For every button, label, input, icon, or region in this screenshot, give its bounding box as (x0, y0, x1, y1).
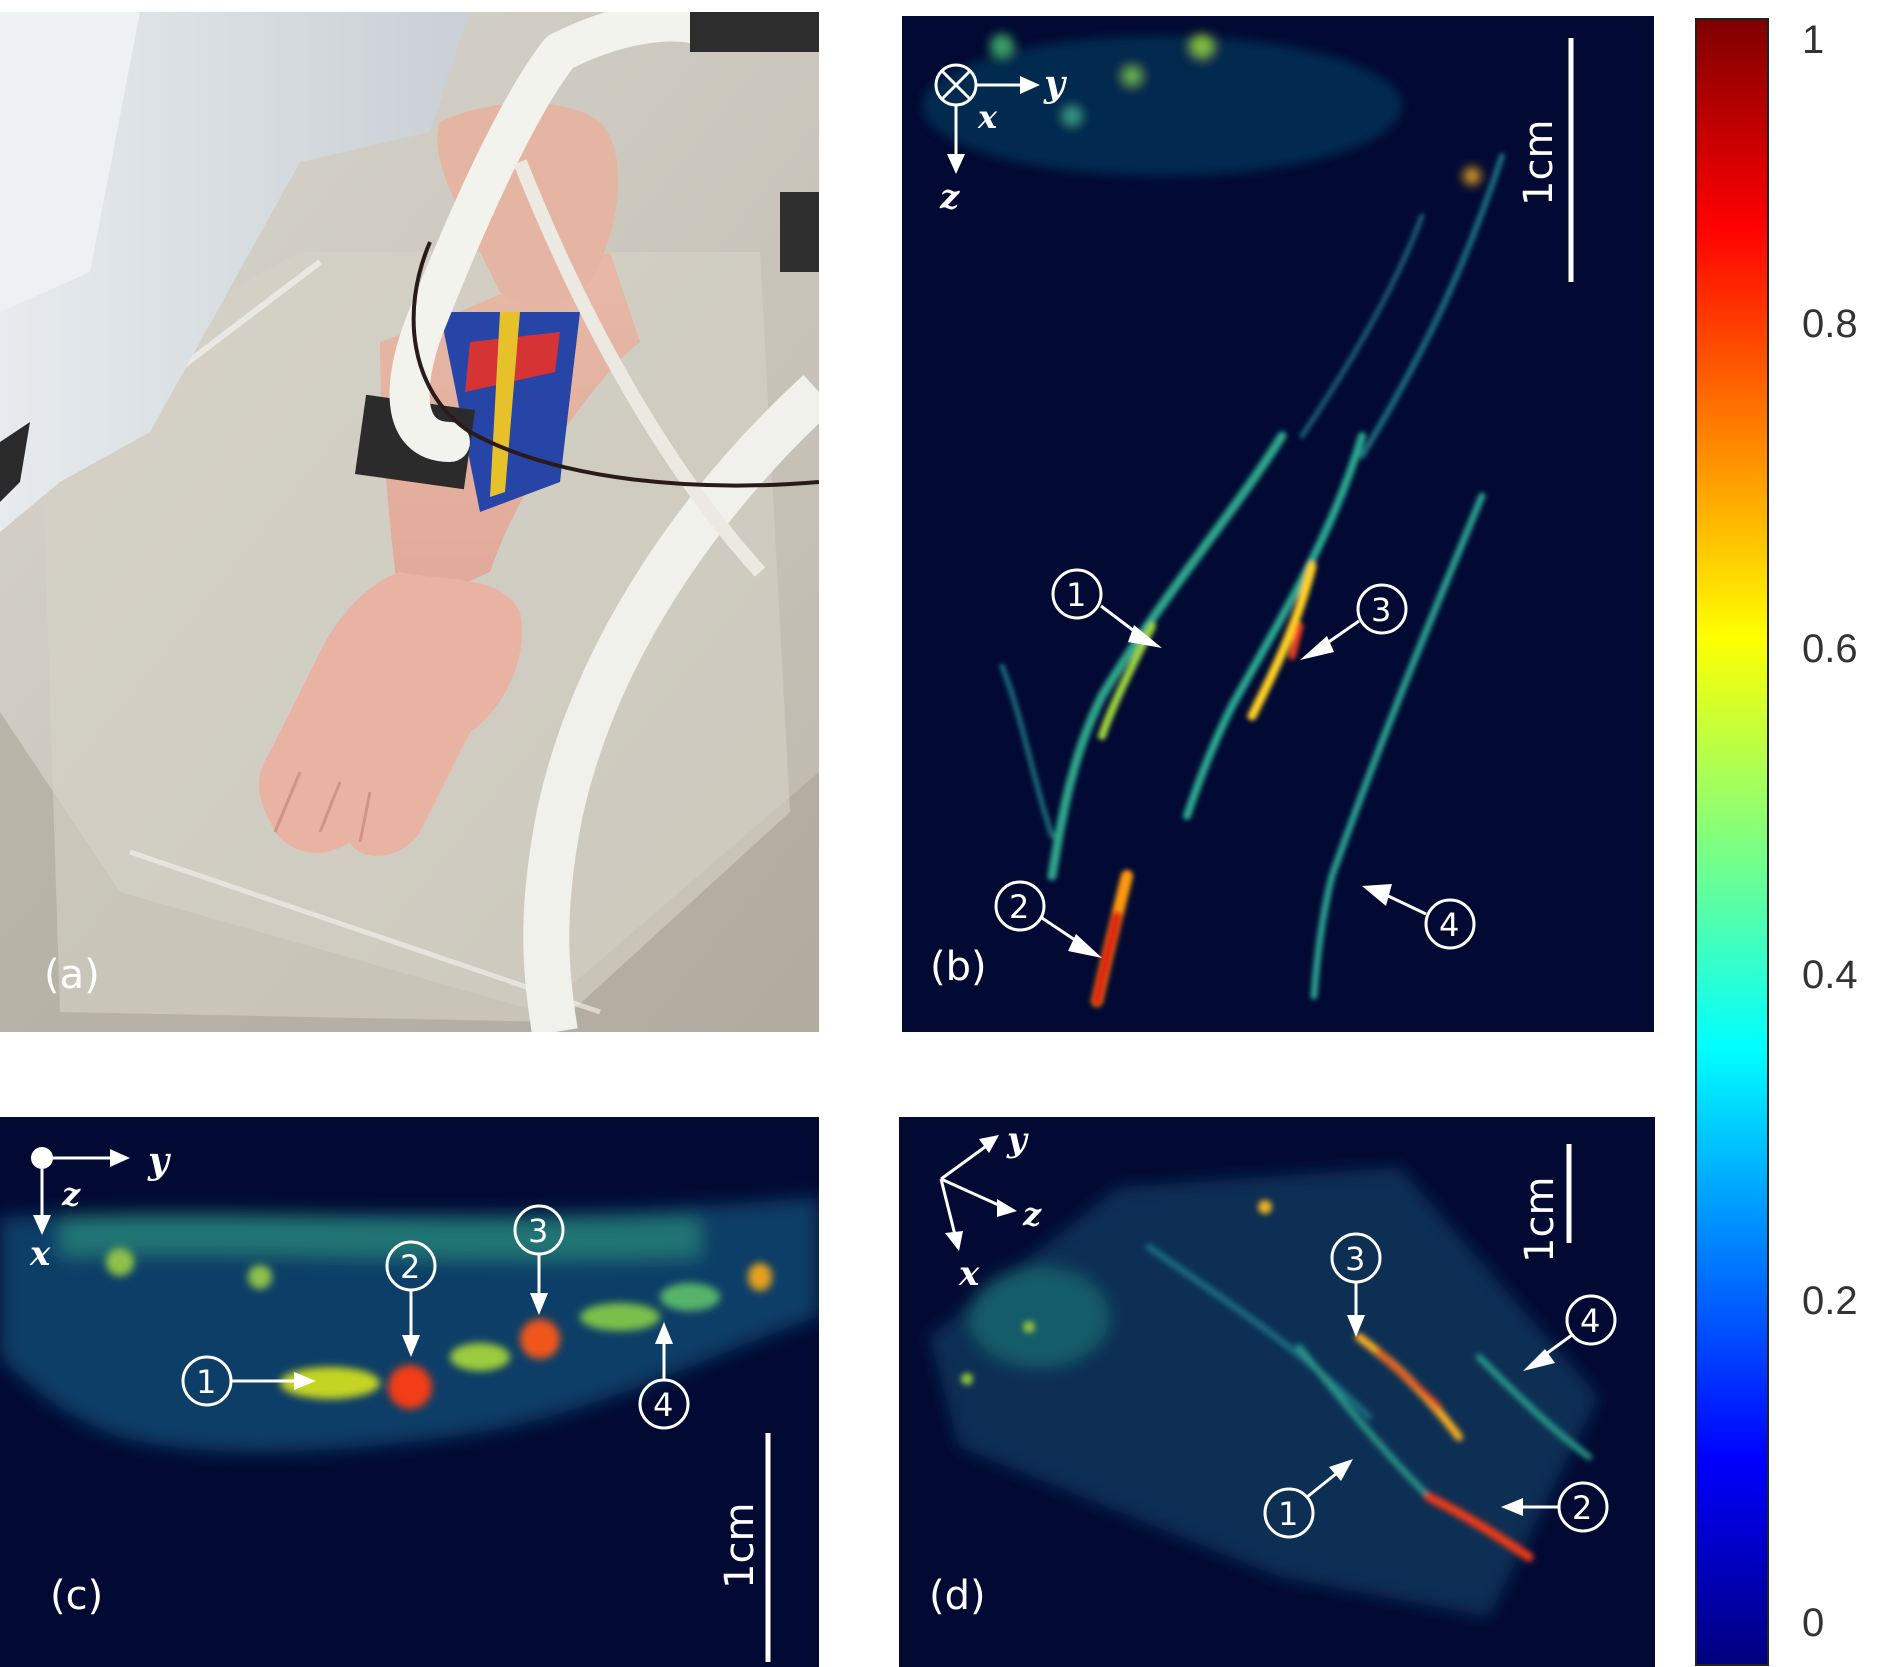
image-panel-b: y x z 1cm 1 3 2 4 (902, 16, 1654, 1032)
axis-y-label: y (1006, 1120, 1029, 1160)
panel-b-label: (b) (930, 944, 987, 990)
colorbar-tick-0.4: 0.4 (1802, 953, 1858, 997)
svg-text:3: 3 (528, 1212, 548, 1250)
image-panel-c: y z x 1cm 1 2 3 4 (0, 1117, 819, 1667)
panel-d-label: (d) (929, 1573, 986, 1619)
panel-c-label: (c) (50, 1573, 104, 1619)
scale-bar-label: 1cm (717, 1503, 763, 1589)
colorbar (1695, 18, 1769, 1666)
axis-x-label: x (958, 1254, 980, 1294)
axis-x-label: x (29, 1234, 51, 1274)
svg-text:4: 4 (1580, 1302, 1600, 1340)
marker-1: 1 (181, 1355, 316, 1407)
panel-a-label: (a) (44, 952, 100, 998)
scale-bar-c: 1cm (717, 1433, 771, 1662)
vessel-image-d: y z x 1cm 3 4 1 2 (899, 1117, 1655, 1667)
svg-text:1: 1 (1066, 576, 1086, 614)
axis-y-label: y (147, 1140, 171, 1182)
scale-bar-label: 1cm (1517, 1177, 1563, 1263)
colorbar-tick-0.6: 0.6 (1802, 627, 1858, 671)
marker-2: 2 (1501, 1481, 1609, 1533)
axis-z-label: z (61, 1175, 81, 1213)
colorbar-tick-0.2: 0.2 (1802, 1279, 1858, 1323)
colorbar-tick-1: 1 (1802, 18, 1825, 62)
axis-indicator-b: y x z (934, 63, 1067, 217)
axis-indicator-d: y z x (939, 1120, 1042, 1294)
svg-text:3: 3 (1345, 1240, 1365, 1278)
axis-y-label: y (1043, 63, 1067, 105)
marker-4: 4 (638, 1322, 690, 1430)
svg-text:2: 2 (1009, 888, 1029, 926)
image-panel-d: y z x 1cm 3 4 1 2 (899, 1117, 1655, 1667)
svg-text:4: 4 (653, 1386, 673, 1424)
axis-x-label: x (977, 98, 998, 136)
svg-text:2: 2 (400, 1248, 420, 1286)
colorbar-tick-0: 0 (1802, 1601, 1825, 1645)
svg-text:1: 1 (1278, 1495, 1298, 1533)
marker-3: 3 (513, 1204, 565, 1315)
marker-3: 3 (1330, 1232, 1382, 1337)
vessel-image-b: y x z 1cm 1 3 2 4 (902, 16, 1654, 1032)
marker-1: 1 (1051, 568, 1162, 648)
marker-2: 2 (994, 880, 1102, 958)
svg-text:3: 3 (1371, 591, 1391, 629)
axis-z-label: z (1022, 1195, 1042, 1233)
scale-bar-label: 1cm (1516, 120, 1562, 206)
vessel-image-c: y z x 1cm 1 2 3 4 (0, 1117, 819, 1667)
forearm-photo (0, 12, 819, 1032)
scale-bar-d: 1cm (1517, 1144, 1572, 1263)
svg-text:1: 1 (196, 1363, 216, 1401)
axis-z-label: z (939, 177, 960, 217)
svg-text:4: 4 (1439, 906, 1459, 944)
scale-bar-b: 1cm (1516, 38, 1574, 282)
marker-4: 4 (1362, 884, 1476, 950)
marker-1: 1 (1263, 1459, 1353, 1539)
marker-2: 2 (385, 1240, 437, 1357)
svg-text:2: 2 (1572, 1489, 1592, 1527)
photo-panel-a: (a) (0, 12, 819, 1032)
colorbar-tick-0.8: 0.8 (1802, 302, 1858, 346)
marker-4: 4 (1523, 1294, 1617, 1371)
axis-indicator-c: y z x (29, 1140, 171, 1274)
marker-3: 3 (1300, 583, 1408, 660)
